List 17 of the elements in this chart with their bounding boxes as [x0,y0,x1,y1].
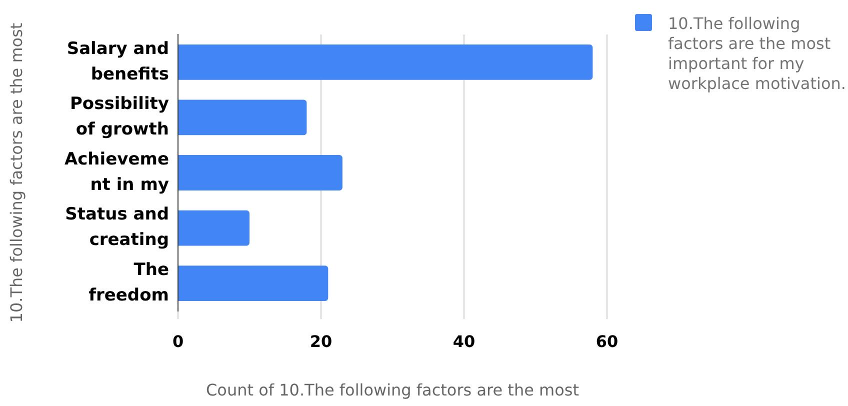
bar [178,155,342,190]
bar [178,44,593,80]
x-axis-title: Count of 10.The following factors are the most [206,380,579,400]
bar [178,100,307,136]
bar [178,210,250,246]
legend-label: 10.The following factors are the most important for my workplace motivation. [668,14,847,94]
y-axis-title: 10.The following factors are the most [6,22,26,323]
x-tick-label: 0 [172,332,184,351]
y-tick-label: Status and creating [65,204,169,250]
x-tick-label: 40 [452,332,476,351]
x-tick-label: 60 [596,332,618,351]
x-tick-label: 20 [310,332,332,351]
y-tick-label: Salary and benefits [66,38,169,84]
y-tick-label: Possibility of growth [70,94,169,140]
y-tick-label: Achieveme nt in my [64,149,169,195]
y-tick-label: The freedom [88,260,169,306]
bar [178,266,328,302]
